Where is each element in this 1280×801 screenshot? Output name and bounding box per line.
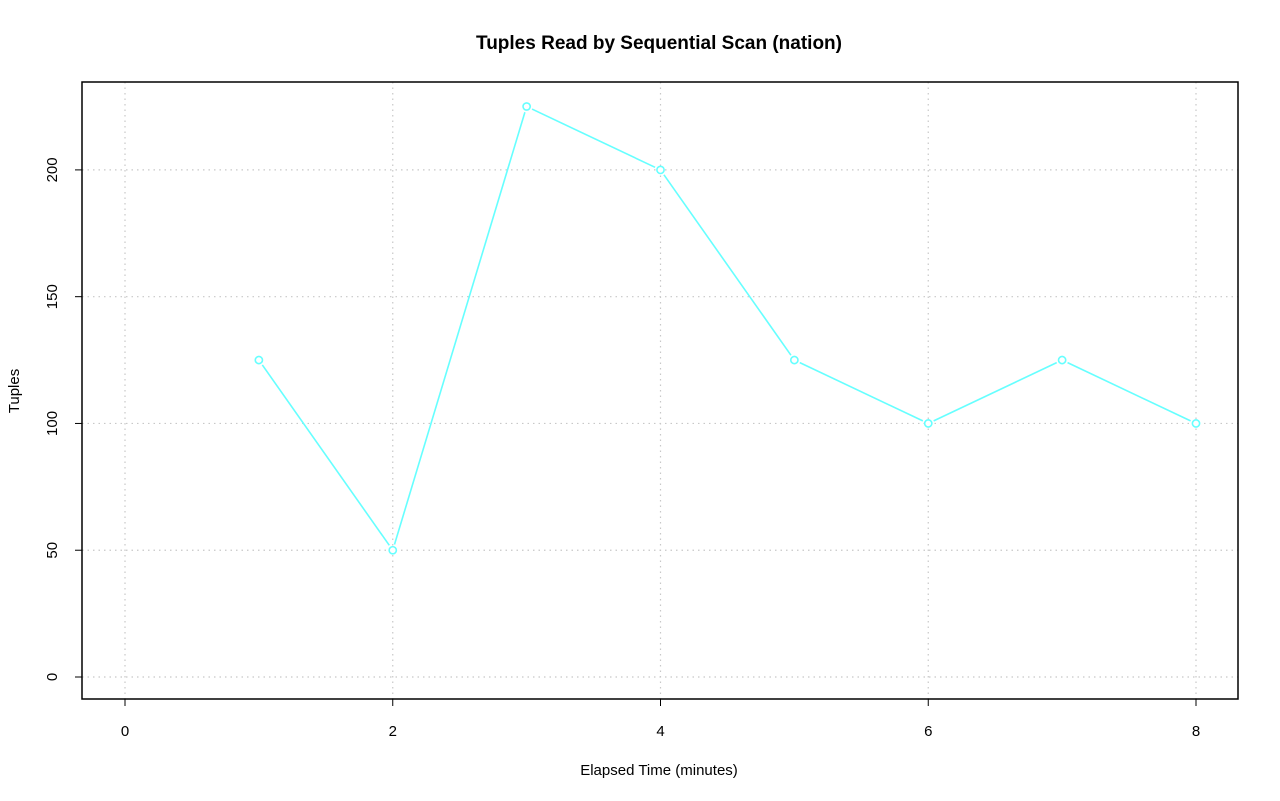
data-point [522,102,532,111]
y-tick-label: 50 [44,542,61,559]
chart-title: Tuples Read by Sequential Scan (nation) [476,33,842,54]
y-axis-label: Tuples [6,369,23,413]
y-tick-label: 100 [44,411,61,436]
series-line-segment [799,361,924,422]
data-point [789,355,799,365]
series-line-segment [393,112,526,545]
x-tick-label: 4 [656,723,664,740]
series-line-segment [933,361,1058,422]
series-line-segment [531,108,656,169]
x-tick-label: 0 [121,723,129,740]
y-tick-label: 200 [44,157,61,182]
axes: 0 2 4 6 8 0 50 100 150 200 [44,157,1200,740]
data-point [656,165,665,175]
series-line-segment [1067,361,1191,422]
data-point [254,355,264,365]
data-point [923,419,933,428]
plot-frame [81,81,1239,700]
data-point [1191,419,1201,428]
x-tick-label: 2 [389,723,397,740]
y-tick-label: 150 [44,284,61,309]
x-tick-label: 8 [1192,723,1200,740]
data-point [1057,355,1067,365]
y-tick-label: 0 [44,673,61,681]
x-axis-label: Elapsed Time (minutes) [580,762,738,779]
data-point [388,545,398,555]
x-tick-label: 6 [924,723,932,740]
series-layer [254,102,1201,555]
series-line-segment [261,364,390,546]
series-line-segment [663,174,792,356]
